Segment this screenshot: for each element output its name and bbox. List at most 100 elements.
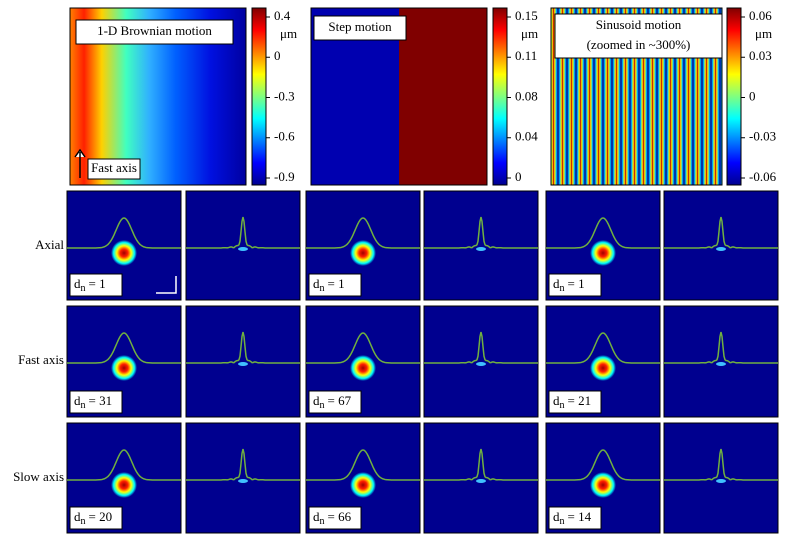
profile-curve [186, 216, 300, 249]
psf-spot [111, 355, 137, 381]
dn-symbol: d [313, 393, 320, 408]
colorbar-tick-label: 0.4 [274, 8, 291, 23]
dn-symbol: d [74, 393, 81, 408]
dn-subscript: n [81, 516, 86, 527]
colorbar-tick-label: 0.15 [515, 8, 538, 23]
profile-curve [67, 449, 181, 481]
dn-subscript: n [560, 516, 565, 527]
panel-label-box [554, 13, 723, 59]
profile-curve [67, 217, 181, 249]
dn-value: = 67 [328, 393, 352, 408]
dn-symbol: d [553, 276, 560, 291]
profile-curve [546, 449, 660, 481]
dn-label-box [308, 506, 362, 530]
dn-value: = 66 [328, 509, 352, 524]
panel-label: Sinusoid motion [596, 17, 682, 32]
colorbar-tick-label: -0.3 [274, 88, 295, 103]
dn-value: = 1 [568, 276, 585, 291]
psf-spot [238, 479, 248, 483]
dn-symbol: d [553, 509, 560, 524]
dn-label-box [308, 390, 362, 414]
dn-label: dn = 1 [74, 276, 106, 294]
profile-curve [546, 217, 660, 249]
profile-curve [664, 216, 778, 249]
psf-spot [476, 479, 486, 483]
row-label: Fast axis [18, 352, 64, 367]
dn-value: = 1 [328, 276, 345, 291]
psf-image [423, 422, 539, 534]
dn-symbol: d [74, 276, 81, 291]
colorbar-tick-label: 0.03 [749, 48, 772, 63]
dn-label: dn = 31 [74, 393, 112, 411]
psf-spot [590, 240, 616, 266]
psf-image [663, 305, 779, 418]
colorbar-unit: μm [521, 26, 538, 41]
psf-spot [716, 247, 726, 251]
row-label: Slow axis [13, 469, 64, 484]
psf-image [185, 190, 301, 301]
dn-subscript: n [81, 283, 86, 294]
annotation-box [87, 158, 141, 180]
step-map-right [399, 8, 487, 185]
dn-symbol: d [313, 509, 320, 524]
dn-label: dn = 1 [313, 276, 345, 294]
dn-value: = 14 [568, 509, 592, 524]
psf-image [663, 422, 779, 534]
psf-spot [238, 247, 248, 251]
colorbar-tick-label: 0.04 [515, 129, 538, 144]
fast-axis-arrow [74, 148, 86, 178]
colorbar [251, 7, 267, 186]
psf-spot [238, 362, 248, 366]
dn-subscript: n [320, 400, 325, 411]
colorbar-tick-label: -0.06 [749, 169, 777, 184]
psf-image [185, 422, 301, 534]
dn-subscript: n [81, 400, 86, 411]
psf-image [663, 190, 779, 301]
dn-value: = 20 [89, 509, 113, 524]
dn-label-box [308, 273, 362, 297]
dn-symbol: d [553, 393, 560, 408]
colorbar-tick-label: 0.11 [515, 48, 537, 63]
dn-label-box [69, 273, 123, 297]
dn-subscript: n [560, 400, 565, 411]
dn-label: dn = 1 [553, 276, 585, 294]
colorbar-tick-label: -0.9 [274, 169, 295, 184]
psf-spot [350, 472, 376, 498]
dn-subscript: n [320, 516, 325, 527]
profile-curve [67, 332, 181, 364]
profile-curve [424, 216, 538, 249]
psf-spot [111, 240, 137, 266]
colorbar-unit: μm [280, 26, 297, 41]
profile-curve [664, 448, 778, 481]
dn-value: = 21 [568, 393, 592, 408]
psf-spot [476, 247, 486, 251]
profile-curve [186, 331, 300, 364]
colorbar-tick-label: 0.08 [515, 88, 538, 103]
colorbar-tick-label: -0.03 [749, 129, 776, 144]
panel-label: Step motion [328, 19, 392, 34]
profile-curve [306, 217, 420, 249]
dn-symbol: d [74, 509, 81, 524]
panel-label-box [75, 19, 234, 45]
scale-bar [156, 276, 177, 294]
dn-label-box [548, 390, 602, 414]
dn-label: dn = 20 [74, 509, 112, 527]
colorbar [492, 7, 508, 186]
dn-label: dn = 67 [313, 393, 352, 411]
profile-curve [186, 448, 300, 481]
psf-spot [476, 362, 486, 366]
profile-curve [306, 449, 420, 481]
dn-label: dn = 14 [553, 509, 592, 527]
panel-label: (zoomed in ~300%) [587, 37, 691, 52]
dn-label-box [548, 273, 602, 297]
psf-spot [350, 240, 376, 266]
dn-value: = 1 [89, 276, 106, 291]
colorbar-tick-label: 0 [749, 88, 756, 103]
colorbar [726, 7, 742, 186]
row-label: Axial [35, 237, 64, 252]
psf-spot [716, 479, 726, 483]
psf-image [423, 190, 539, 301]
psf-spot [111, 472, 137, 498]
dn-subscript: n [320, 283, 325, 294]
